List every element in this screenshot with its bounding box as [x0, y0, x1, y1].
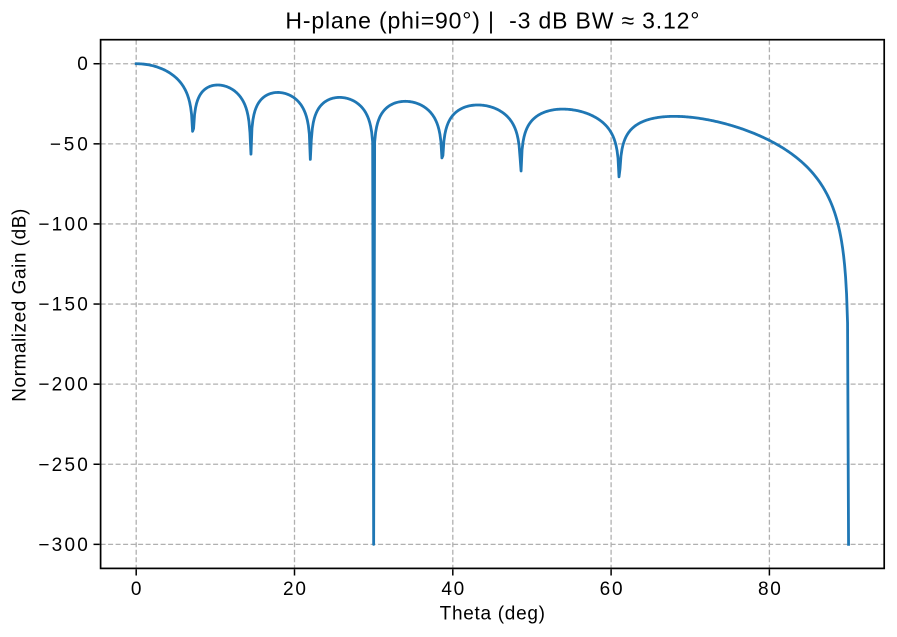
svg-text:40: 40: [441, 579, 464, 600]
svg-text:Theta (deg): Theta (deg): [440, 604, 545, 625]
svg-text:H-plane (phi=90°) | -3 dB BW: H-plane (phi=90°) | -3 dB BW ≈ 3.12°: [285, 8, 699, 34]
svg-text:20: 20: [283, 579, 306, 600]
svg-text:−50: −50: [50, 134, 88, 155]
svg-text:0: 0: [131, 579, 142, 600]
svg-text:80: 80: [758, 579, 781, 600]
svg-text:Normalized Gain (dB): Normalized Gain (dB): [10, 209, 31, 402]
svg-text:0: 0: [77, 54, 88, 75]
svg-text:60: 60: [600, 579, 623, 600]
